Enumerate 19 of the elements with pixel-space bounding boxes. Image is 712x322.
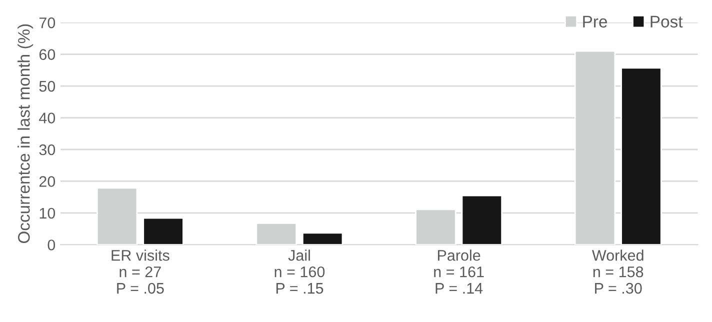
y-tick-label: 10	[40, 208, 56, 219]
y-tick-label: 50	[39, 80, 56, 92]
bar	[620, 67, 662, 245]
x-tick-label: Jail n = 160 P = .15	[274, 250, 325, 294]
y-axis-title: Occurrentce in last month (%)	[18, 24, 34, 244]
legend-label: Pre	[583, 16, 608, 28]
bar	[302, 232, 344, 245]
y-tick-label: 60	[39, 49, 56, 60]
y-tick-label: 40	[39, 112, 56, 124]
x-tick-label: Parole n = 161 P = .14	[434, 250, 484, 294]
y-tick-label: 30	[39, 144, 56, 156]
y-tick-label: 70	[39, 17, 56, 28]
x-tick-label: Worked n = 158 P = .30	[592, 250, 644, 294]
bar	[142, 217, 184, 245]
y-tick-label: 20	[39, 176, 56, 187]
y-tick-label: 0	[48, 240, 56, 250]
x-tick-label: ER visits n = 27 P = .05	[112, 250, 170, 294]
legend-label: Post	[650, 16, 683, 28]
bar	[461, 194, 503, 245]
